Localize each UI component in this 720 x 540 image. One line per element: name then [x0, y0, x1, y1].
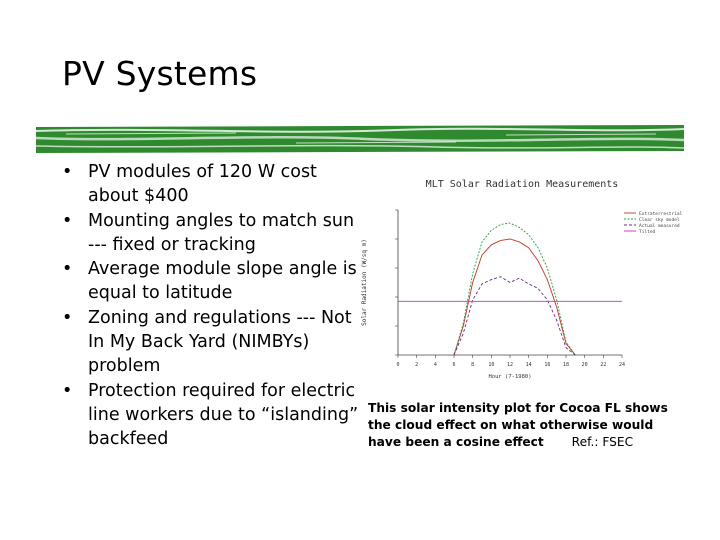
- legend-label: Actual measured: [639, 223, 680, 229]
- bullet-text: PV modules of 120 W cost about $400: [88, 162, 317, 207]
- bullet-item: • Zoning and regulations --- Not In My Ba…: [62, 306, 362, 379]
- x-tick-label: 8: [471, 362, 474, 368]
- bullet-dot-icon: •: [62, 162, 73, 182]
- y-axis-label: Solar Radiation (W/sq m): [361, 239, 368, 326]
- bullet-dot-icon: •: [62, 380, 73, 401]
- bullet-text: Mounting angles to match sun --- fixed o…: [88, 210, 355, 255]
- bullet-item: • Mounting angles to match sun --- fixed …: [62, 209, 362, 258]
- x-tick-label: 22: [600, 362, 606, 368]
- bullet-item: • Protection required for electric line w…: [62, 379, 362, 452]
- slide-title: PV Systems: [62, 54, 258, 93]
- x-tick-label: 24: [619, 362, 625, 368]
- bullet-dot-icon: •: [62, 210, 73, 231]
- x-tick-label: 16: [544, 362, 550, 368]
- x-tick-label: 18: [563, 362, 569, 368]
- x-tick-label: 0: [396, 362, 399, 368]
- x-tick-label: 6: [452, 362, 455, 368]
- bullet-item: • PV modules of 120 W cost about $400: [62, 160, 362, 209]
- bullet-dot-icon: •: [62, 259, 73, 280]
- bullet-text: Protection required for electric line wo…: [88, 380, 359, 450]
- x-tick-label: 2: [415, 362, 418, 368]
- x-tick-label: 4: [434, 362, 437, 368]
- legend-label: Extraterrestrial: [639, 211, 683, 217]
- x-tick-label: 20: [582, 362, 588, 368]
- bullet-list: • PV modules of 120 W cost about $400 • Mo…: [62, 160, 362, 452]
- bullet-dot-icon: •: [62, 307, 73, 328]
- series-line: [453, 238, 576, 356]
- x-tick-label: 10: [488, 362, 494, 368]
- legend-label: Clear sky model: [639, 217, 680, 223]
- x-axis-label: Hour (7-1980): [488, 374, 531, 380]
- chart-caption: This solar intensity plot for Cocoa FL s…: [368, 400, 688, 451]
- series-line: [453, 276, 576, 356]
- bullet-item: • Average module slope angle is equal to …: [62, 257, 362, 306]
- caption-reference: Ref.: FSEC: [571, 435, 634, 449]
- bullet-text: Zoning and regulations --- Not In My Bac…: [88, 307, 352, 377]
- caption-text: This solar intensity plot for Cocoa FL s…: [368, 401, 668, 449]
- legend-label: Tilted: [639, 229, 656, 235]
- x-tick-label: 14: [526, 362, 532, 368]
- decorative-brush-divider: [36, 125, 684, 153]
- bullet-text: Average module slope angle is equal to l…: [88, 259, 357, 304]
- series-line: [453, 222, 576, 356]
- x-tick-label: 12: [507, 362, 513, 368]
- chart-title: MLT Solar Radiation Measurements: [426, 179, 619, 190]
